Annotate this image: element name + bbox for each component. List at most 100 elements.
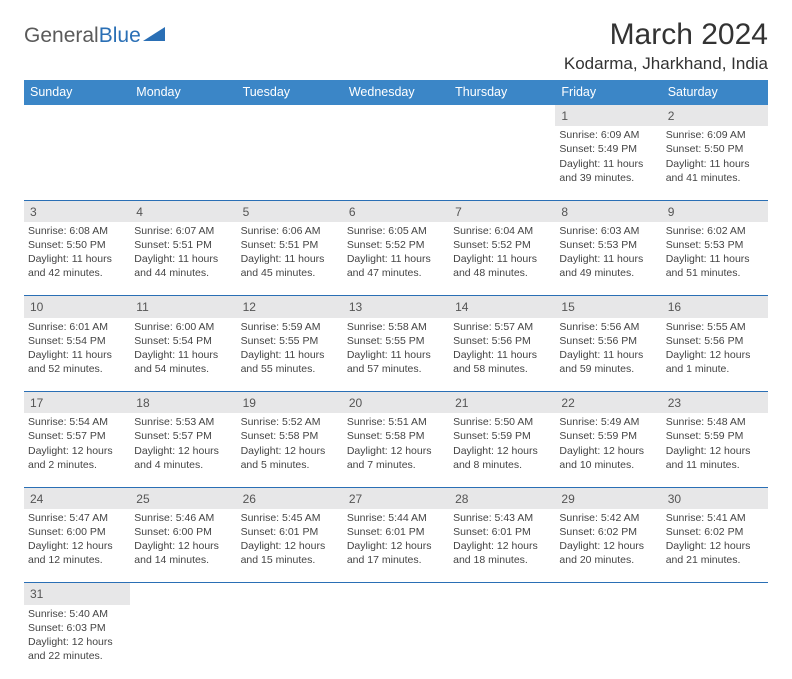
day-cell-line: Sunset: 5:56 PM (559, 334, 657, 348)
day-cell: Sunrise: 5:52 AMSunset: 5:58 PMDaylight:… (237, 413, 343, 487)
day-cell: Sunrise: 6:07 AMSunset: 5:51 PMDaylight:… (130, 222, 236, 296)
day-cell-line: and 12 minutes. (28, 553, 126, 567)
day-number-cell (130, 583, 236, 605)
day-cell-line: Sunrise: 5:50 AM (453, 415, 551, 429)
day-cell-line: Sunrise: 5:56 AM (559, 320, 657, 334)
calendar-table: SundayMondayTuesdayWednesdayThursdayFrid… (24, 80, 768, 679)
day-cell-line: Daylight: 12 hours (453, 539, 551, 553)
day-cell-line: Sunset: 5:53 PM (666, 238, 764, 252)
day-cell-line: Sunset: 5:58 PM (241, 429, 339, 443)
day-cell: Sunrise: 5:50 AMSunset: 5:59 PMDaylight:… (449, 413, 555, 487)
day-cell: Sunrise: 5:55 AMSunset: 5:56 PMDaylight:… (662, 318, 768, 392)
day-cell: Sunrise: 5:46 AMSunset: 6:00 PMDaylight:… (130, 509, 236, 583)
day-cell: Sunrise: 5:53 AMSunset: 5:57 PMDaylight:… (130, 413, 236, 487)
logo: General Blue (24, 18, 165, 48)
day-number-cell: 12 (237, 296, 343, 318)
day-number-cell: 27 (343, 487, 449, 509)
day-cell-line: Sunset: 5:55 PM (347, 334, 445, 348)
day-number-cell: 22 (555, 392, 661, 414)
header: General Blue March 2024 Kodarma, Jharkha… (24, 18, 768, 74)
day-cell-line: and 52 minutes. (28, 362, 126, 376)
day-cell-line: Sunrise: 6:09 AM (559, 128, 657, 142)
day-number-cell: 8 (555, 200, 661, 222)
day-cell (130, 126, 236, 200)
day-number-cell: 11 (130, 296, 236, 318)
day-cell-line: Daylight: 11 hours (666, 252, 764, 266)
day-cell-line: Sunrise: 6:03 AM (559, 224, 657, 238)
day-number-cell: 15 (555, 296, 661, 318)
day-number-row: 3456789 (24, 200, 768, 222)
day-cell-line: and 49 minutes. (559, 266, 657, 280)
day-cell-line: Daylight: 12 hours (347, 444, 445, 458)
day-cell-line: Sunset: 5:52 PM (453, 238, 551, 252)
day-cell: Sunrise: 5:41 AMSunset: 6:02 PMDaylight:… (662, 509, 768, 583)
day-cell (343, 605, 449, 679)
day-cell-line: Daylight: 12 hours (666, 539, 764, 553)
day-content-row: Sunrise: 5:54 AMSunset: 5:57 PMDaylight:… (24, 413, 768, 487)
day-cell-line: Sunset: 6:03 PM (28, 621, 126, 635)
day-cell-line: Sunset: 5:49 PM (559, 142, 657, 156)
day-cell-line: Daylight: 11 hours (559, 252, 657, 266)
day-cell-line: Sunrise: 6:08 AM (28, 224, 126, 238)
day-cell-line: and 7 minutes. (347, 458, 445, 472)
logo-text-general: General (24, 24, 99, 48)
day-cell-line: Daylight: 11 hours (559, 348, 657, 362)
day-cell-line: and 39 minutes. (559, 171, 657, 185)
day-number-cell: 26 (237, 487, 343, 509)
day-cell-line: Daylight: 11 hours (241, 252, 339, 266)
day-cell: Sunrise: 6:06 AMSunset: 5:51 PMDaylight:… (237, 222, 343, 296)
day-header: Sunday (24, 80, 130, 105)
day-number-cell: 31 (24, 583, 130, 605)
day-cell-line: and 41 minutes. (666, 171, 764, 185)
day-cell-line: Sunrise: 5:58 AM (347, 320, 445, 334)
day-number-cell: 14 (449, 296, 555, 318)
day-cell-line: and 44 minutes. (134, 266, 232, 280)
day-cell-line: Sunset: 5:57 PM (28, 429, 126, 443)
day-cell-line: Daylight: 12 hours (559, 444, 657, 458)
day-cell (237, 605, 343, 679)
day-header: Wednesday (343, 80, 449, 105)
day-number-cell (24, 105, 130, 126)
day-cell-line: Daylight: 12 hours (134, 444, 232, 458)
day-cell: Sunrise: 5:44 AMSunset: 6:01 PMDaylight:… (343, 509, 449, 583)
day-cell: Sunrise: 5:40 AMSunset: 6:03 PMDaylight:… (24, 605, 130, 679)
month-title: March 2024 (564, 18, 768, 52)
day-content-row: Sunrise: 6:08 AMSunset: 5:50 PMDaylight:… (24, 222, 768, 296)
day-cell-line: Sunrise: 5:43 AM (453, 511, 551, 525)
day-number-row: 31 (24, 583, 768, 605)
day-content-row: Sunrise: 5:40 AMSunset: 6:03 PMDaylight:… (24, 605, 768, 679)
day-number-cell (130, 105, 236, 126)
day-number-cell: 24 (24, 487, 130, 509)
day-cell-line: Sunrise: 5:52 AM (241, 415, 339, 429)
day-cell: Sunrise: 6:09 AMSunset: 5:49 PMDaylight:… (555, 126, 661, 200)
day-number-row: 10111213141516 (24, 296, 768, 318)
day-cell (237, 126, 343, 200)
day-number-cell (343, 583, 449, 605)
day-cell-line: Daylight: 12 hours (241, 539, 339, 553)
day-cell-line: Sunset: 6:01 PM (347, 525, 445, 539)
day-header: Friday (555, 80, 661, 105)
day-cell (449, 126, 555, 200)
day-cell-line: and 54 minutes. (134, 362, 232, 376)
day-cell-line: Sunset: 5:59 PM (559, 429, 657, 443)
calendar-body: 12Sunrise: 6:09 AMSunset: 5:49 PMDayligh… (24, 105, 768, 679)
day-header: Saturday (662, 80, 768, 105)
day-cell: Sunrise: 5:51 AMSunset: 5:58 PMDaylight:… (343, 413, 449, 487)
day-cell-line: and 14 minutes. (134, 553, 232, 567)
day-cell-line: Sunset: 6:01 PM (453, 525, 551, 539)
day-cell: Sunrise: 6:02 AMSunset: 5:53 PMDaylight:… (662, 222, 768, 296)
day-cell-line: Sunrise: 6:07 AM (134, 224, 232, 238)
day-number-cell: 13 (343, 296, 449, 318)
day-number-cell: 19 (237, 392, 343, 414)
logo-triangle-icon (143, 27, 165, 41)
day-number-cell (237, 583, 343, 605)
day-cell-line: and 48 minutes. (453, 266, 551, 280)
day-cell-line: Daylight: 12 hours (347, 539, 445, 553)
day-cell-line: and 8 minutes. (453, 458, 551, 472)
day-content-row: Sunrise: 6:09 AMSunset: 5:49 PMDaylight:… (24, 126, 768, 200)
day-cell: Sunrise: 6:03 AMSunset: 5:53 PMDaylight:… (555, 222, 661, 296)
title-block: March 2024 Kodarma, Jharkhand, India (564, 18, 768, 74)
day-cell-line: Sunset: 6:00 PM (28, 525, 126, 539)
day-cell-line: Sunrise: 5:53 AM (134, 415, 232, 429)
day-cell-line: Sunset: 6:01 PM (241, 525, 339, 539)
